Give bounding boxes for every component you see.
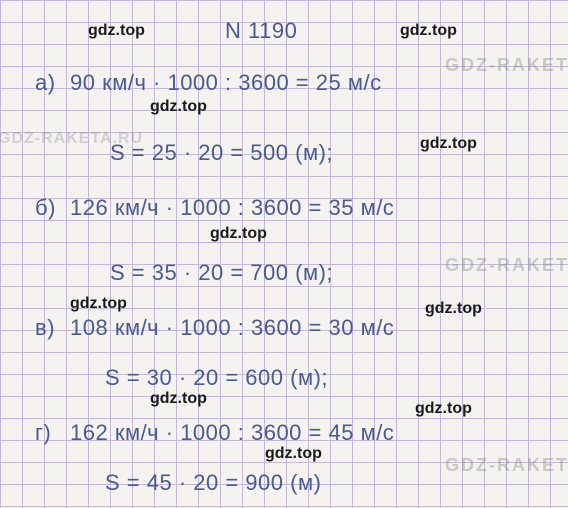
item-b-line1: 126 км/ч · 1000 : 3600 = 35 м/с (70, 195, 394, 221)
watermark-dark: gdz.top (415, 400, 472, 418)
item-v-line2: S = 30 · 20 = 600 (м); (105, 365, 328, 391)
item-a-line1: 90 км/ч · 1000 : 3600 = 25 м/с (70, 70, 382, 96)
watermark-dark: gdz.top (425, 300, 482, 318)
page-content: N 1190 a) 90 км/ч · 1000 : 3600 = 25 м/с… (0, 0, 568, 508)
item-a-label: a) (35, 70, 56, 96)
item-a-line2: S = 25 · 20 = 500 (м); (110, 140, 333, 166)
watermark-light: GDZ-RAKETA.RU (445, 255, 568, 276)
watermark-dark: gdz.top (400, 22, 457, 40)
item-b-line2: S = 35 · 20 = 700 (м); (110, 260, 333, 286)
watermark-dark: gdz.top (88, 22, 145, 40)
item-g-line1: 162 км/ч · 1000 : 3600 = 45 м/с (70, 420, 394, 446)
watermark-light: GDZ-RAKETA.RU (0, 130, 143, 148)
watermark-dark: gdz.top (420, 135, 477, 153)
watermark-light: GDZ-RAKETA.RU (445, 455, 568, 476)
watermark-dark: gdz.top (150, 98, 207, 116)
watermark-dark: gdz.top (210, 225, 267, 243)
item-v-label: в) (35, 315, 55, 341)
watermark-dark: gdz.top (70, 295, 127, 313)
item-v-line1: 108 км/ч · 1000 : 3600 = 30 м/с (70, 315, 394, 341)
item-b-label: б) (35, 195, 56, 221)
item-g-line2: S = 45 · 20 = 900 (м) (105, 470, 321, 496)
watermark-light: GDZ-RAKETA.RU (445, 55, 568, 76)
watermark-dark: gdz.top (265, 445, 322, 463)
item-g-label: г) (35, 420, 51, 446)
problem-number-title: N 1190 (225, 18, 297, 44)
watermark-dark: gdz.top (150, 390, 207, 408)
